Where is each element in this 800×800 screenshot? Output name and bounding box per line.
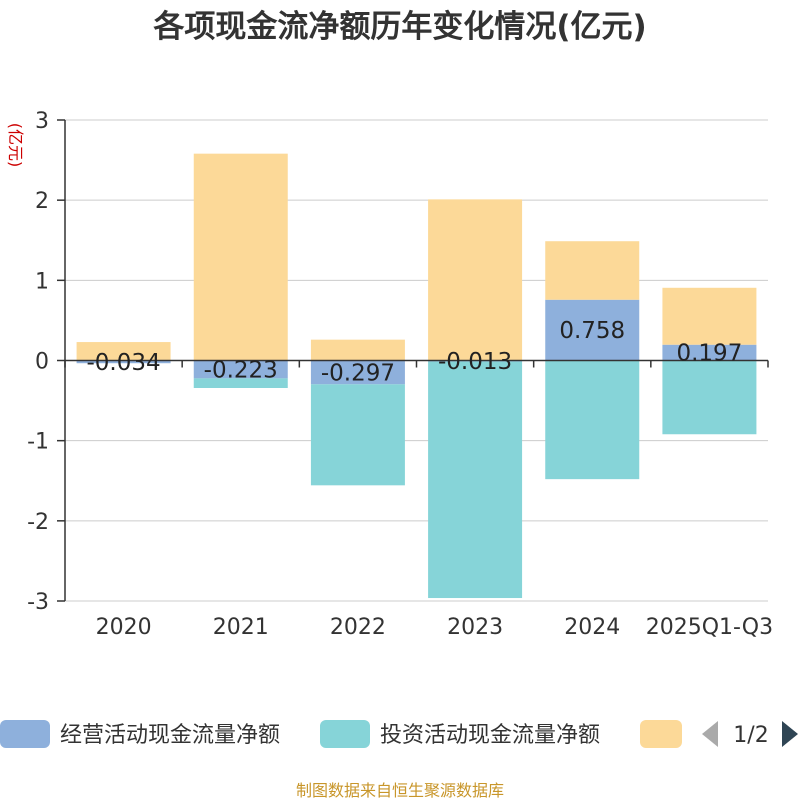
legend-swatch[interactable] [0,720,50,748]
bar-2020-series-1 [76,360,171,364]
bar-2023-series-3 [428,199,523,361]
data-label: 0.758 [559,318,625,344]
x-tick-label: 2022 [330,615,386,640]
y-tick-labels: 3 2 1 0 -1 -2 -3 [27,109,49,615]
x-tick-label: 2023 [447,615,503,640]
bar-2021-series-3 [193,153,288,361]
x-tick-label: 2021 [213,615,269,640]
bar-2024-series-1 [545,299,640,361]
legend: 经营活动现金流量净额 投资活动现金流量净额 1/2 [0,720,798,748]
y-tick-label: -3 [27,590,49,615]
bar-2023-series-2 [428,361,523,599]
x-tick-label: 2020 [96,615,152,640]
bar-2025Q1-Q3-series-1 [662,344,757,361]
bar-2022-series-3 [310,339,405,361]
y-axis-unit: (亿元) [6,123,25,168]
x-tick-label: 2024 [564,615,620,640]
bar-2025Q1-Q3-series-2 [662,360,757,435]
axes [57,119,769,602]
data-labels: -0.034 -0.223 -0.297 -0.013 0.758 0.197 [87,318,743,386]
y-tick-label: -2 [27,510,49,535]
y-tick-label: -1 [27,430,49,455]
data-label: -0.297 [321,360,395,386]
x-tick-label: 2025Q1-Q3 [646,615,773,640]
data-label: 0.197 [676,341,742,367]
bar-2021-series-2 [193,378,288,388]
bar-2020-series-3 [76,342,171,361]
legend-page-indicator: 1/2 [733,723,768,748]
y-tick-label: 1 [35,269,49,294]
data-label: -0.034 [87,350,161,376]
legend-label[interactable]: 经营活动现金流量净额 [60,723,280,748]
legend-swatch[interactable] [640,720,682,748]
bar-2022-series-2 [310,384,405,486]
bar-marks [76,153,757,599]
bar-2022-series-1 [310,360,405,385]
legend-label[interactable]: 投资活动现金流量净额 [380,723,600,748]
bar-2024-series-3 [545,241,640,300]
y-tick-label: 2 [35,189,49,214]
y-tick-label: 0 [35,350,49,375]
data-label: -0.223 [204,357,278,383]
bar-2024-series-2 [545,360,640,480]
bar-2021-series-1 [193,360,288,379]
bar-2025Q1-Q3-series-3 [662,287,757,345]
legend-next-icon[interactable] [782,721,798,747]
x-tick-labels: 2020 2021 2022 2023 2024 2025Q1-Q3 [96,615,774,640]
y-tick-label: 3 [35,109,49,134]
data-label: -0.013 [438,349,512,375]
chart-title: 各项现金流净额历年变化情况(亿元) [152,9,646,45]
legend-swatch[interactable] [320,720,370,748]
source-note: 制图数据来自恒生聚源数据库 [296,781,504,800]
legend-prev-icon[interactable] [702,721,718,747]
